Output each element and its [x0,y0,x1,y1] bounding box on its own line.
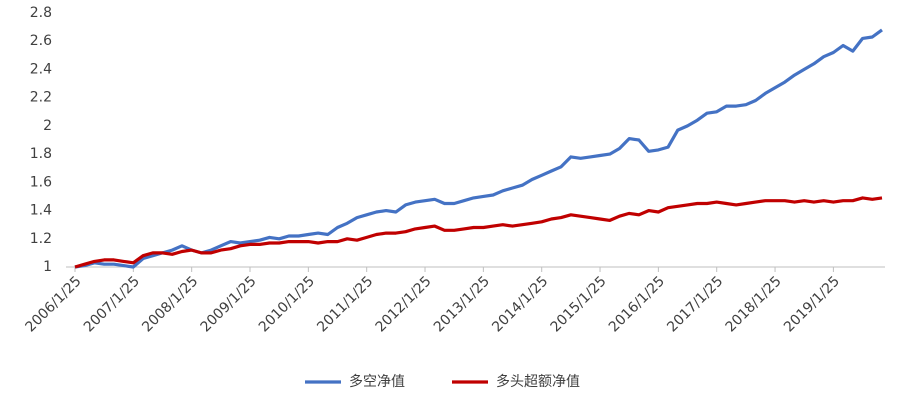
x-tick-label: 2019/1/25 [781,273,843,335]
x-tick-label: 2015/1/25 [548,273,610,335]
y-tick-label: 1.2 [30,231,52,247]
x-tick-label: 2012/1/25 [373,273,435,335]
x-tick-label: 2018/1/25 [723,273,785,335]
x-tick-label: 2010/1/25 [256,273,318,335]
y-tick-label: 1 [43,259,52,275]
y-tick-label: 1.6 [30,174,52,190]
legend-label: 多空净值 [349,373,405,390]
y-tick-label: 2.6 [30,33,52,49]
y-tick-label: 1.8 [30,146,52,162]
x-tick-label: 2006/1/25 [23,273,85,335]
x-tick-label: 2009/1/25 [198,273,260,335]
y-tick-label: 2.2 [30,90,52,106]
x-tick-label: 2011/1/25 [314,273,376,335]
x-tick-label: 2008/1/25 [139,273,201,335]
legend-label: 多头超额净值 [496,373,580,390]
x-tick-label: 2014/1/25 [489,273,551,335]
y-tick-label: 2.4 [30,61,52,77]
x-tick-label: 2013/1/25 [431,273,493,335]
x-tick-label: 2007/1/25 [81,273,143,335]
series-line [74,28,883,269]
x-tick-label: 2016/1/25 [606,273,668,335]
y-tick-label: 2 [43,118,52,134]
series-line [74,196,883,269]
y-tick-label: 2.8 [30,5,52,21]
x-tick-label: 2017/1/25 [664,273,726,335]
y-tick-label: 1.4 [30,203,52,219]
